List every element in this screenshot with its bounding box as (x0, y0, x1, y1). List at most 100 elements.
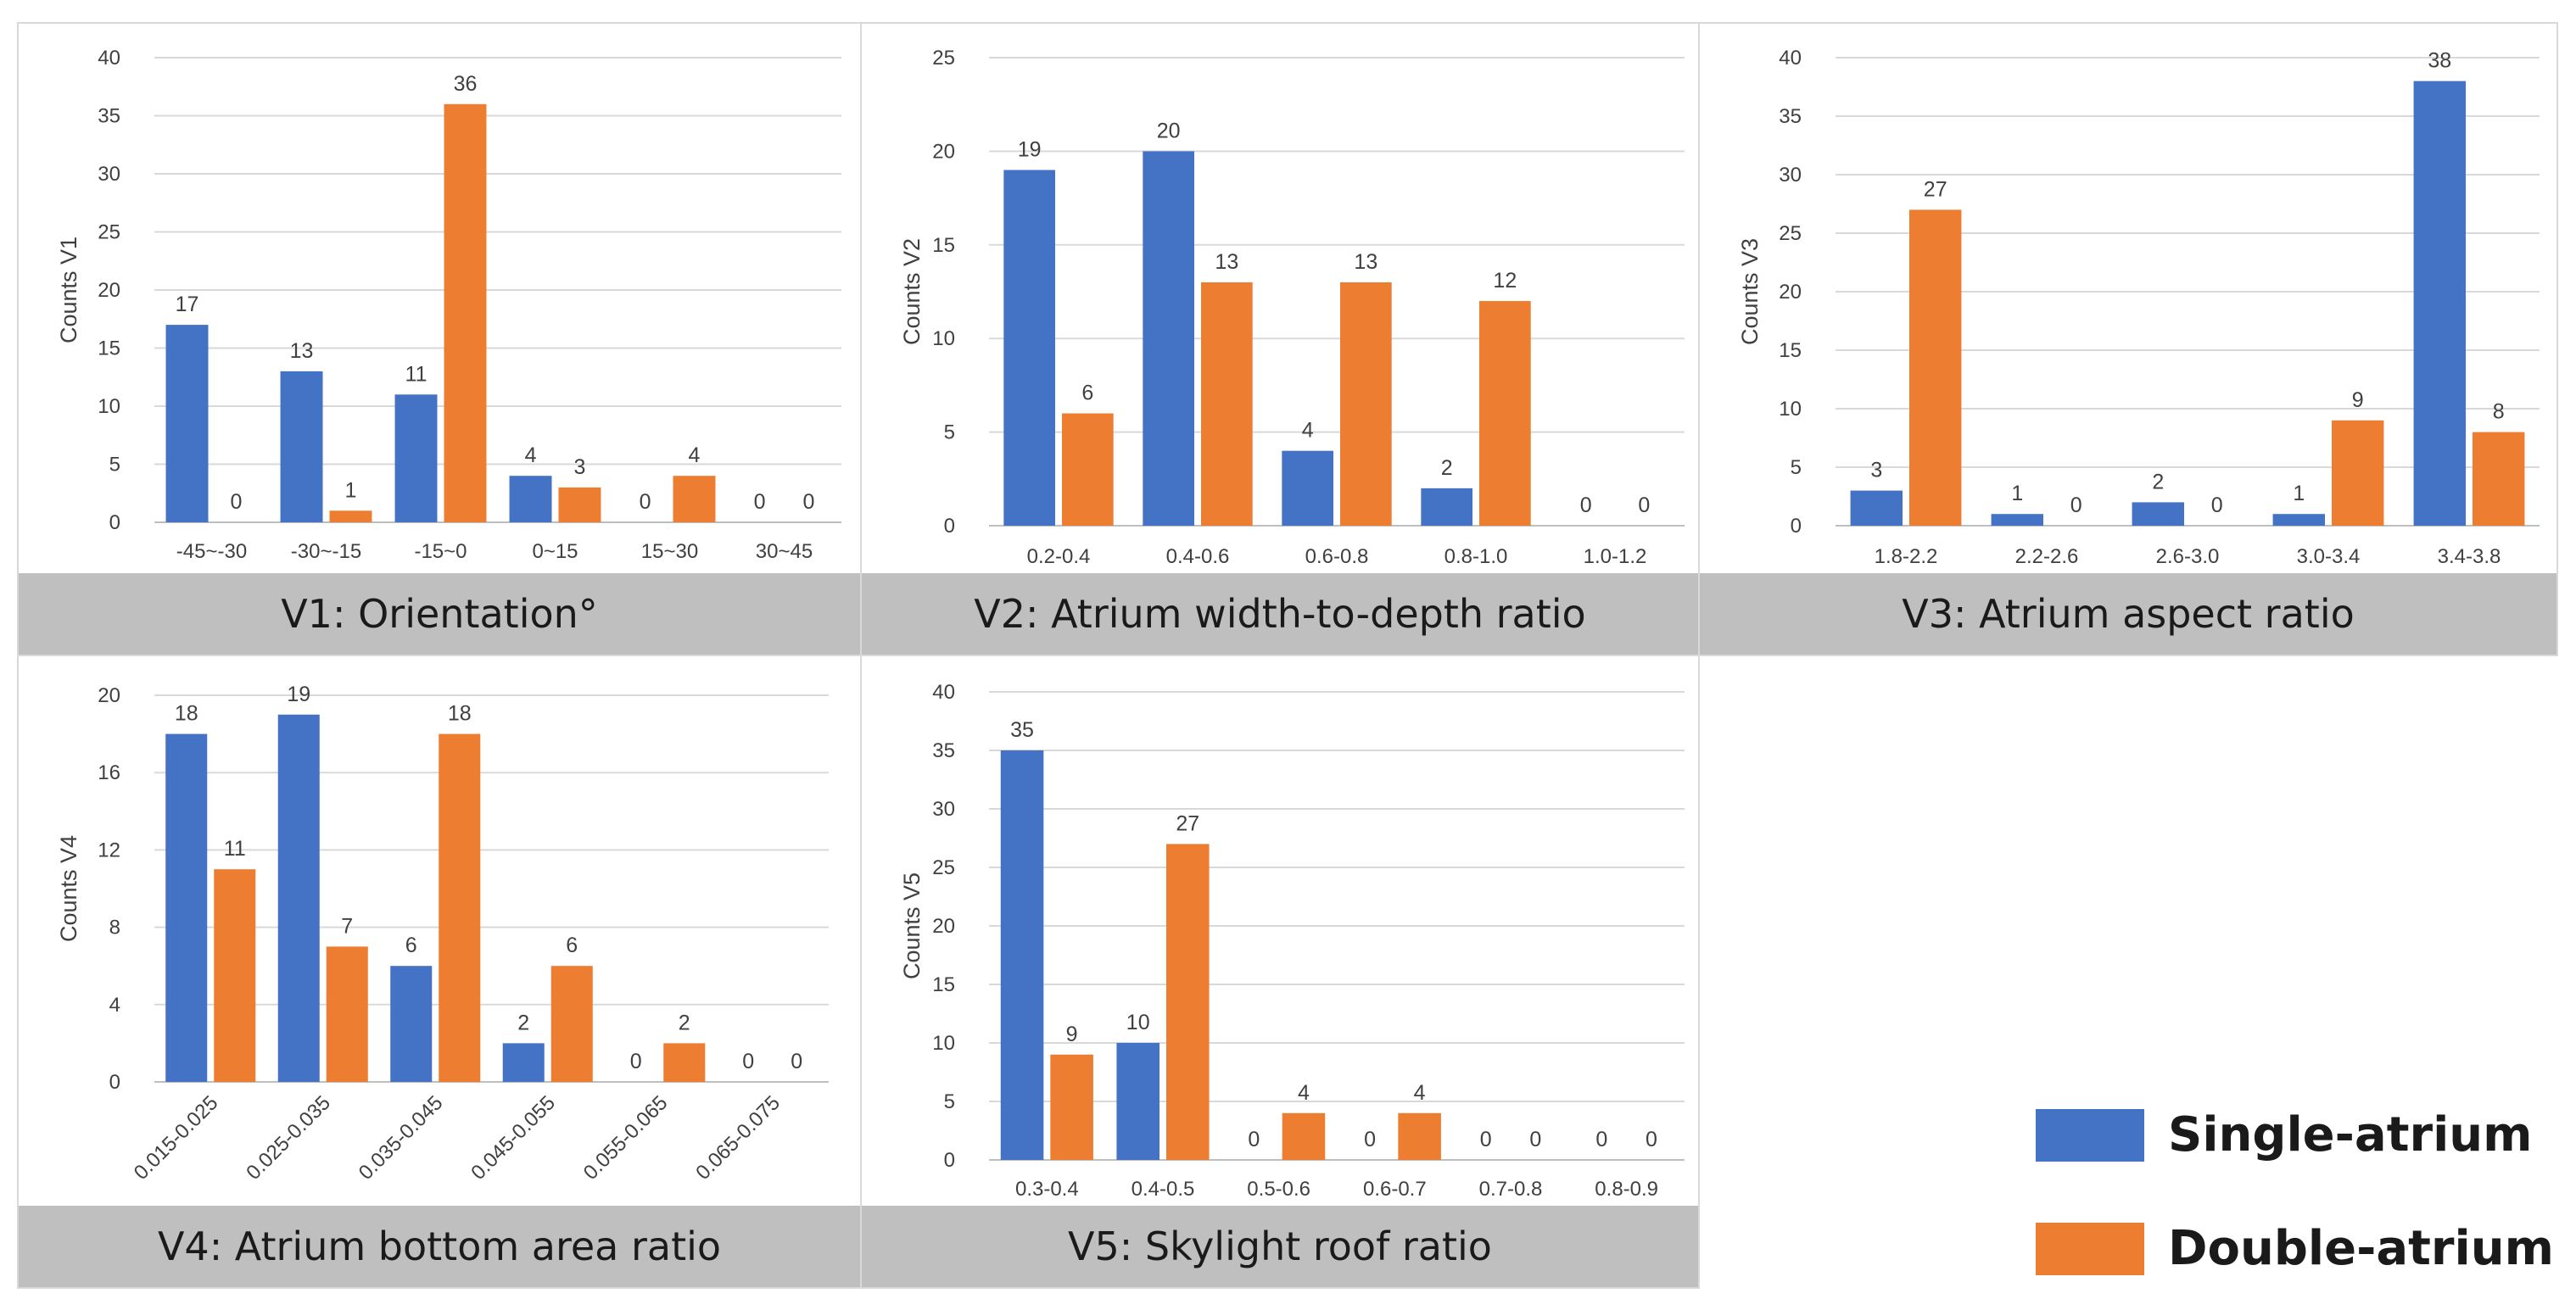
legend: Single-atrium Double-atrium (2036, 1094, 2554, 1289)
bar-double (1282, 1112, 1326, 1160)
x-tick-label: -15~0 (414, 540, 467, 563)
legend-item-double: Double-atrium (2036, 1221, 2554, 1276)
data-label: 6 (1081, 382, 1093, 405)
data-label: 0 (742, 1050, 754, 1073)
bar-double (1201, 282, 1253, 526)
data-label: 36 (454, 72, 478, 96)
y-tick-label: 15 (98, 337, 120, 360)
bar-single (390, 966, 433, 1082)
bar-single (502, 1043, 545, 1082)
y-tick-label: 30 (932, 798, 955, 821)
chart-title-v4: V4: Atrium bottom area ratio (19, 1206, 860, 1287)
x-tick-label: 0.7-0.8 (1479, 1178, 1543, 1201)
x-tick-label: 3.0-3.4 (2297, 545, 2361, 568)
data-label: 38 (2428, 49, 2451, 73)
data-label: 13 (1354, 250, 1377, 274)
y-tick-label: 35 (932, 739, 955, 762)
x-tick-label: 1.8-2.2 (1875, 545, 1938, 568)
bar-double (214, 869, 256, 1082)
x-tick-label: 2.2-2.6 (2015, 545, 2079, 568)
y-tick-label: 20 (932, 140, 955, 163)
data-label: 19 (287, 683, 310, 706)
bar-single (1421, 488, 1472, 526)
bar-single (1116, 1043, 1159, 1160)
y-tick-label: 16 (98, 761, 120, 784)
y-tick-label: 10 (932, 327, 955, 350)
data-label: 27 (1176, 811, 1199, 835)
bar-double (1909, 209, 1962, 526)
bar-double (444, 103, 487, 523)
data-label: 2 (517, 1011, 529, 1034)
x-tick-label: 0.025-0.035 (242, 1091, 335, 1185)
bar-double (1479, 301, 1531, 526)
bar-double (1340, 282, 1392, 526)
y-tick-label: 0 (944, 1149, 955, 1172)
x-tick-label: 0.015-0.025 (130, 1091, 223, 1185)
y-tick-label: 25 (98, 221, 120, 244)
data-label: 6 (405, 934, 417, 957)
bar-single (1850, 490, 1903, 526)
y-tick-label: 20 (932, 915, 955, 938)
bar-double (663, 1043, 706, 1082)
y-tick-label: 0 (1791, 515, 1802, 538)
data-label: 1 (2293, 482, 2305, 505)
data-label: 0 (231, 490, 243, 514)
bar-double (550, 966, 593, 1082)
data-label: 18 (175, 702, 198, 726)
y-tick-label: 10 (1779, 398, 1802, 421)
legend-swatch-double (2036, 1222, 2144, 1275)
chart-title-v2: V2: Atrium width-to-depth ratio (862, 573, 1698, 655)
x-tick-label: 0.8-0.9 (1595, 1178, 1658, 1201)
data-label: 19 (1018, 137, 1042, 161)
data-label: 2 (2152, 470, 2164, 493)
data-label: 1 (345, 478, 357, 502)
y-tick-label: 10 (932, 1032, 955, 1055)
data-label: 12 (1493, 269, 1517, 293)
data-label: 7 (341, 914, 353, 938)
data-label: 35 (1010, 718, 1034, 742)
bar-single (394, 394, 438, 522)
data-label: 0 (754, 490, 766, 514)
data-label: 4 (1414, 1081, 1426, 1105)
y-tick-label: 40 (1779, 47, 1802, 70)
y-tick-label: 35 (1779, 105, 1802, 128)
legend-label-double: Double-atrium (2168, 1221, 2554, 1276)
y-tick-label: 4 (109, 994, 120, 1017)
bar-double (329, 510, 372, 522)
x-tick-label: 0.3-0.4 (1015, 1178, 1079, 1201)
data-label: 0 (803, 490, 815, 514)
bar-double (1062, 413, 1114, 526)
data-label: 9 (1066, 1023, 1078, 1046)
data-label: 0 (630, 1050, 642, 1073)
bar-single (1282, 450, 1333, 526)
bar-single (509, 476, 552, 522)
y-tick-label: 20 (98, 684, 120, 707)
x-tick-label: 0~15 (532, 540, 578, 563)
data-label: 13 (1215, 250, 1238, 274)
data-label: 4 (1302, 419, 1314, 443)
y-axis-label: Counts V1 (56, 237, 81, 343)
y-tick-label: 12 (98, 839, 120, 861)
x-tick-label: 0.4-0.6 (1166, 545, 1230, 568)
x-tick-label: -30~-15 (291, 540, 361, 563)
data-label: 11 (405, 362, 427, 386)
data-label: 13 (290, 339, 314, 363)
data-label: 0 (2211, 493, 2223, 517)
data-label: 4 (1298, 1081, 1310, 1105)
data-label: 20 (1157, 119, 1181, 142)
y-tick-label: 0 (109, 1071, 120, 1094)
data-label: 0 (1638, 493, 1650, 517)
panel-v5: 0 5 10 15 20 25 30 35 40 Counts V5 35 9 0.3-0.4 10 27 0… (860, 655, 1700, 1289)
data-label: 2 (1441, 456, 1453, 480)
bar-double (1166, 844, 1210, 1160)
data-label: 0 (1595, 1128, 1607, 1151)
y-tick-label: 20 (98, 279, 120, 302)
y-tick-label: 5 (944, 1090, 955, 1113)
legend-label-single: Single-atrium (2168, 1107, 2533, 1162)
y-tick-label: 40 (932, 681, 955, 704)
bar-double (2332, 420, 2384, 526)
data-label: 0 (1248, 1128, 1260, 1151)
